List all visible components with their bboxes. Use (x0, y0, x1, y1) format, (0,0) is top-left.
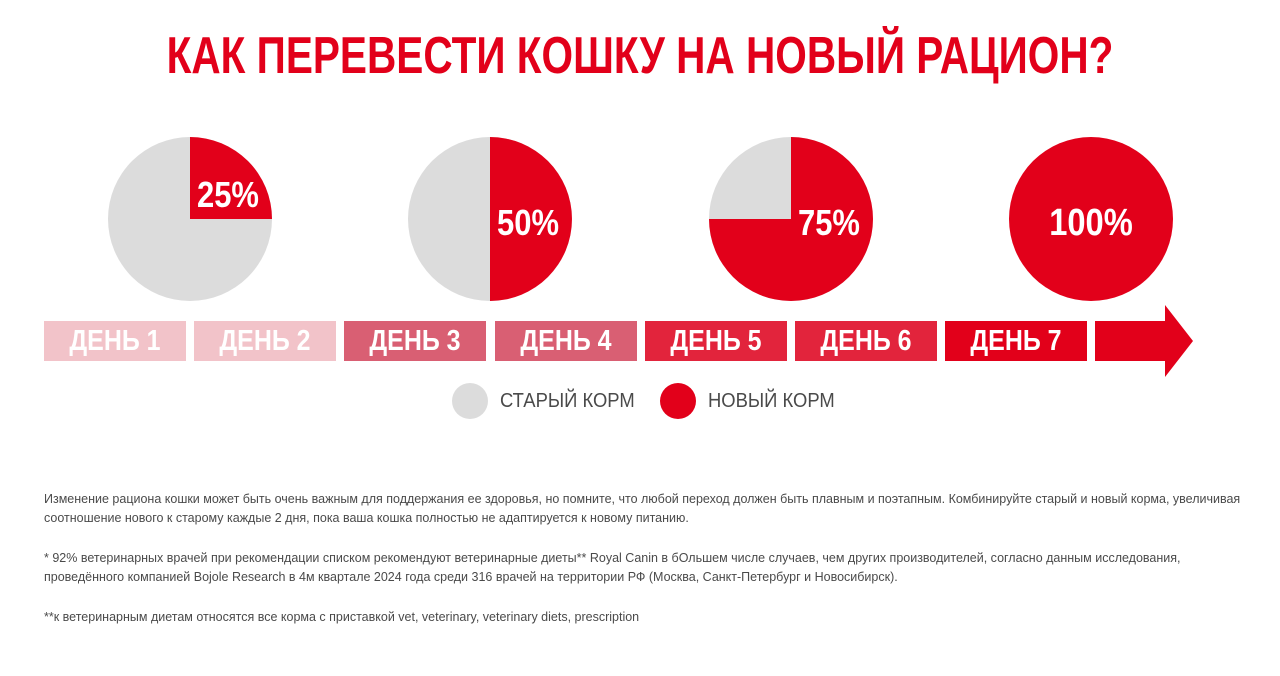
footnote-vet-diets: **к ветеринарным диетам относятся все ко… (44, 610, 640, 624)
legend-new-label: НОВЫЙ КОРМ (708, 389, 836, 412)
day-6-label: ДЕНЬ 6 (820, 324, 912, 357)
pie-1-new-slice (190, 137, 272, 219)
legend-old-label: СТАРЫЙ КОРМ (500, 389, 635, 412)
timeline-arrow-icon (1095, 305, 1193, 377)
day-5-label: ДЕНЬ 5 (670, 324, 762, 357)
day-3-label: ДЕНЬ 3 (369, 324, 461, 357)
day-5-box: ДЕНЬ 5 (644, 321, 787, 361)
day-2-box: ДЕНЬ 2 (194, 321, 337, 361)
pie-1-label: 25% (197, 176, 259, 216)
pie-4-base (1009, 137, 1173, 301)
legend-old-swatch (452, 383, 488, 419)
pie-2-label: 50% (497, 204, 559, 244)
day-3-box: ДЕНЬ 3 (344, 321, 487, 361)
pie-3-label: 75% (798, 204, 860, 244)
pie-charts: 25% 50% 75% 100% (108, 137, 1173, 301)
day-4-box: ДЕНЬ 4 (494, 321, 637, 361)
footnote-survey: * 92% ветеринарных врачей при рекомендац… (44, 551, 1181, 584)
footnotes: Изменение рациона кошки может быть очень… (44, 490, 1244, 648)
pie-2-new-slice (490, 137, 572, 301)
legend: СТАРЫЙ КОРМ НОВЫЙ КОРМ (452, 382, 860, 420)
pie-3-new-slice (709, 137, 873, 301)
day-6-box: ДЕНЬ 6 (795, 321, 937, 361)
day-2-label: ДЕНЬ 2 (219, 324, 311, 357)
day-7-label: ДЕНЬ 7 (970, 324, 1062, 357)
page-title: КАК ПЕРЕВЕСТИ КОШКУ НА НОВЫЙ РАЦИОН? (166, 27, 1114, 85)
day-1-label: ДЕНЬ 1 (69, 324, 161, 357)
legend-new-swatch (660, 383, 697, 419)
day-7-box: ДЕНЬ 7 (945, 321, 1088, 361)
day-4-label: ДЕНЬ 4 (520, 324, 612, 357)
intro-note: Изменение рациона кошки может быть очень… (44, 492, 1241, 525)
pie-4-label: 100% (1049, 201, 1133, 244)
day-1-box: ДЕНЬ 1 (44, 321, 186, 361)
